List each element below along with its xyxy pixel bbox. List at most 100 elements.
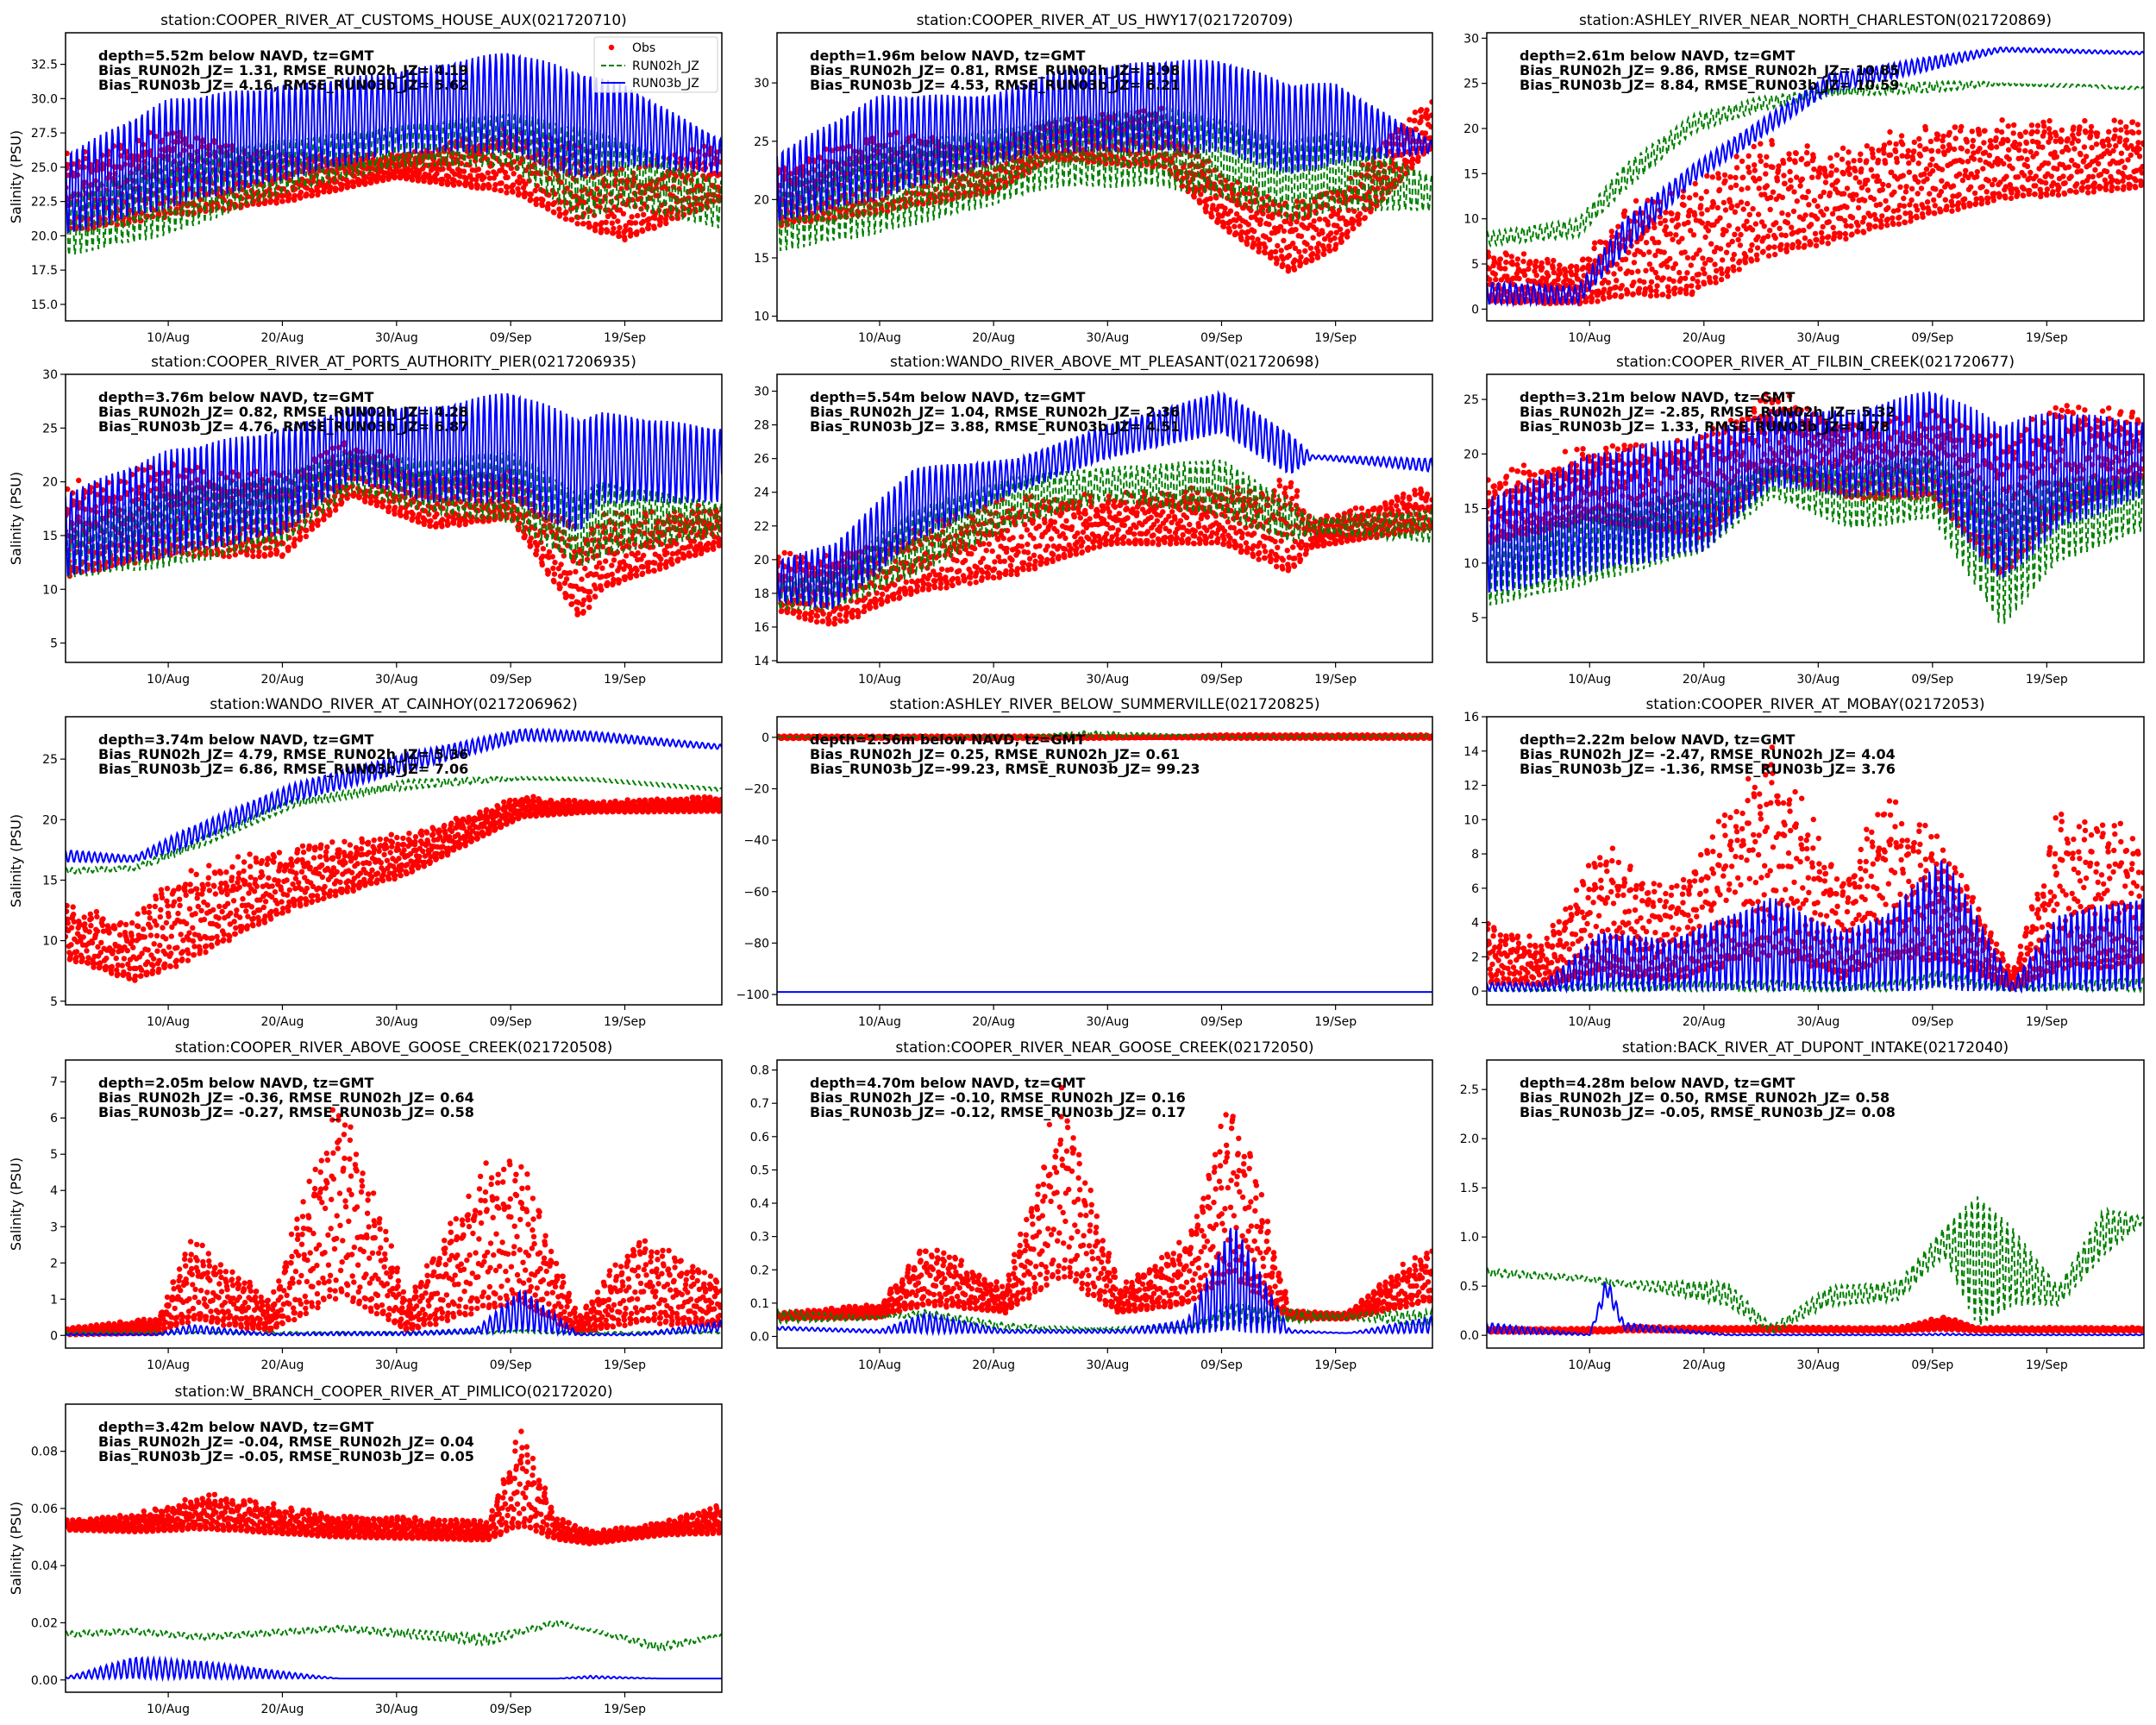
obs-point — [1020, 167, 1027, 174]
x-tick-label: 09/Sep — [1911, 331, 1953, 345]
obs-point — [1257, 216, 1264, 223]
obs-point — [2123, 137, 2130, 143]
obs-point — [2002, 195, 2009, 201]
obs-point — [557, 211, 563, 217]
obs-point — [1993, 144, 2000, 150]
obs-point — [2054, 166, 2060, 172]
obs-point — [628, 220, 635, 226]
obs-point — [1927, 191, 1933, 197]
obs-point — [1298, 233, 1305, 240]
obs-point — [2093, 141, 2100, 147]
obs-point — [1996, 192, 2003, 198]
obs-point — [563, 209, 569, 216]
obs-point — [1844, 185, 1851, 191]
obs-point — [1898, 133, 1905, 139]
obs-point — [1509, 261, 1516, 267]
obs-point — [1335, 189, 1342, 195]
obs-point — [2067, 188, 2074, 194]
obs-point — [1568, 263, 1575, 269]
obs-point — [315, 189, 322, 195]
obs-point — [2069, 157, 2075, 164]
obs-point — [2009, 166, 2015, 172]
obs-point — [1580, 256, 1586, 262]
obs-point — [1899, 153, 1905, 159]
subplot-1: station:COOPER_RIVER_AT_CUSTOMS_HOUSE_AU… — [8, 12, 723, 345]
obs-point — [1934, 132, 1941, 138]
obs-point — [1882, 160, 1889, 166]
obs-point — [1846, 165, 1852, 171]
obs-point — [2123, 124, 2129, 130]
obs-point — [498, 180, 505, 186]
obs-point — [1557, 262, 1563, 268]
obs-point — [2065, 147, 2071, 154]
obs-point — [2092, 166, 2098, 173]
obs-point — [1319, 229, 1326, 236]
obs-point — [179, 201, 186, 207]
obs-point — [1291, 267, 1298, 273]
obs-point — [843, 207, 850, 213]
obs-point — [1716, 186, 1723, 193]
obs-point — [1683, 275, 1689, 281]
obs-point — [156, 200, 162, 207]
obs-point — [646, 216, 652, 222]
obs-point — [1222, 205, 1228, 211]
obs-point — [1940, 144, 1946, 150]
x-tick-label: 19/Sep — [2026, 331, 2068, 345]
obs-point — [368, 176, 375, 183]
obs-point — [1635, 268, 1641, 274]
obs-point — [267, 198, 274, 204]
y-tick-label: 15.0 — [31, 298, 58, 312]
obs-point — [2055, 191, 2062, 198]
obs-point — [1631, 279, 1637, 285]
y-tick-label: 5 — [1471, 258, 1479, 272]
obs-point — [1722, 178, 1728, 184]
obs-point — [1719, 270, 1725, 277]
obs-point — [1671, 291, 1677, 297]
obs-point — [2100, 138, 2106, 145]
obs-point — [1918, 185, 1925, 191]
obs-point — [1592, 240, 1598, 246]
obs-point — [2133, 178, 2139, 184]
obs-point — [439, 176, 446, 183]
obs-point — [1672, 260, 1679, 267]
obs-point — [1772, 251, 1778, 258]
obs-point — [832, 206, 838, 212]
obs-point — [1749, 227, 1756, 233]
obs-point — [1737, 242, 1744, 248]
obs-point — [1885, 204, 1891, 211]
obs-point — [1745, 164, 1752, 171]
obs-point — [1733, 174, 1739, 181]
obs-point — [1324, 191, 1330, 197]
obs-point — [1720, 257, 1726, 263]
obs-point — [2096, 160, 2102, 166]
obs-point — [304, 527, 310, 534]
obs-point — [362, 499, 368, 505]
obs-point — [1763, 162, 1769, 168]
obs-point — [1971, 156, 1977, 162]
obs-point — [943, 192, 950, 198]
obs-point — [1693, 191, 1699, 198]
y-tick-label: 20 — [1463, 122, 1479, 136]
obs-point — [1900, 141, 1906, 147]
obs-point — [1971, 190, 1978, 197]
obs-point — [1788, 184, 1794, 190]
obs-point — [2135, 140, 2141, 146]
obs-point — [1942, 197, 1948, 203]
obs-point — [2056, 185, 2062, 191]
obs-point — [1985, 195, 1991, 201]
obs-point — [111, 494, 117, 501]
y-tick-label: 30 — [754, 77, 769, 91]
obs-point — [2090, 173, 2096, 179]
obs-point — [1932, 203, 1938, 209]
obs-point — [1963, 167, 1969, 174]
obs-point — [1739, 186, 1745, 192]
obs-point — [387, 166, 393, 172]
obs-point — [1808, 222, 1814, 228]
obs-point — [1782, 180, 1788, 186]
obs-point — [2083, 154, 2090, 160]
obs-point — [1415, 154, 1421, 160]
obs-point — [1902, 219, 1908, 226]
obs-point — [2105, 137, 2111, 143]
obs-point — [1309, 256, 1315, 262]
obs-point — [1748, 258, 1755, 264]
